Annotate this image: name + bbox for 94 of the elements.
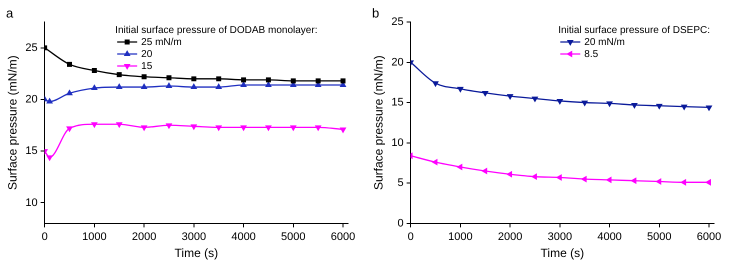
x-tick-label: 5000 xyxy=(281,231,306,244)
point xyxy=(46,155,53,161)
x-tick-label: 2000 xyxy=(132,231,156,244)
y-tick-label: 25 xyxy=(391,16,404,28)
point xyxy=(315,125,322,131)
point xyxy=(706,179,711,186)
point xyxy=(340,127,346,133)
point xyxy=(631,178,636,184)
x-tick-label: 6000 xyxy=(330,231,356,244)
point xyxy=(141,84,147,90)
point xyxy=(241,77,246,82)
point xyxy=(681,104,688,110)
point xyxy=(581,176,587,182)
x-tick-label: 4000 xyxy=(231,231,256,244)
point xyxy=(482,168,488,174)
legend-label: 15 xyxy=(141,60,153,72)
x-tick-label: 6000 xyxy=(696,231,722,244)
point xyxy=(92,68,97,74)
y-tick-label: 10 xyxy=(25,196,38,209)
point xyxy=(240,82,246,87)
point xyxy=(216,84,222,90)
point xyxy=(67,62,72,67)
point xyxy=(191,76,196,82)
point xyxy=(680,179,686,186)
point xyxy=(166,123,172,129)
legend-label: 20 xyxy=(141,48,153,60)
y-tick-label: 5 xyxy=(398,177,404,190)
x-tick-label: 5000 xyxy=(647,231,672,244)
y-axis-title: Surface pressure (mN/m) xyxy=(6,55,20,190)
point xyxy=(482,90,488,96)
y-tick-label: 25 xyxy=(25,42,38,54)
y-tick-label: 15 xyxy=(25,145,38,158)
point xyxy=(266,77,271,82)
point xyxy=(656,104,662,110)
point xyxy=(216,125,222,131)
point xyxy=(166,82,172,88)
point xyxy=(507,94,513,100)
y-tick-label: 0 xyxy=(398,217,404,230)
point xyxy=(556,174,562,180)
point xyxy=(656,178,662,184)
point xyxy=(532,96,538,102)
x-tick-label: 4000 xyxy=(597,231,622,244)
point xyxy=(190,124,197,130)
point xyxy=(166,75,172,80)
point xyxy=(46,98,53,104)
point xyxy=(532,174,537,180)
x-tick-label: 3000 xyxy=(182,231,206,244)
point xyxy=(290,125,296,131)
x-tick-label: 0 xyxy=(408,231,414,244)
y-tick-label: 10 xyxy=(391,136,404,149)
point xyxy=(266,82,272,87)
point xyxy=(432,81,438,86)
x-axis-title: Time (s) xyxy=(174,246,218,260)
point xyxy=(141,125,147,131)
point xyxy=(316,78,321,84)
point xyxy=(606,101,612,107)
x-tick-label: 0 xyxy=(42,231,48,244)
legend-title: Initial surface pressure of DODAB monolayer: xyxy=(115,24,318,36)
x-tick-label: 1000 xyxy=(82,231,107,244)
point xyxy=(606,176,612,183)
point xyxy=(457,86,464,92)
point xyxy=(506,171,512,178)
y-axis-title: Surface pressure (mN/m) xyxy=(372,55,386,190)
point xyxy=(66,90,72,96)
x-axis-title: Time (s) xyxy=(540,246,584,260)
point xyxy=(582,100,588,106)
point xyxy=(340,78,346,84)
point xyxy=(116,72,122,78)
point xyxy=(216,76,222,82)
point xyxy=(66,126,72,132)
point xyxy=(290,78,296,84)
legend-label: 8.5 xyxy=(584,48,599,60)
point xyxy=(116,84,122,90)
point xyxy=(91,84,98,90)
x-tick-label: 1000 xyxy=(448,231,473,244)
point xyxy=(142,74,147,80)
legend-label: 20 mN/m xyxy=(584,36,625,48)
legend-label: 25 mN/m xyxy=(141,36,182,48)
y-tick-label: 20 xyxy=(391,56,404,68)
chart-title: a xyxy=(6,6,14,21)
x-tick-label: 2000 xyxy=(498,231,522,244)
y-tick-label: 20 xyxy=(25,93,38,106)
x-tick-label: 3000 xyxy=(548,231,572,244)
point xyxy=(266,125,272,131)
point xyxy=(240,125,246,131)
point xyxy=(457,164,462,170)
point xyxy=(556,99,563,104)
legend-title: Initial surface pressure of DSEPC: xyxy=(558,24,710,36)
point xyxy=(632,103,638,108)
point xyxy=(432,159,438,166)
point xyxy=(706,105,712,111)
chart-title: b xyxy=(372,6,380,21)
point xyxy=(190,84,197,90)
y-tick-label: 15 xyxy=(391,96,404,109)
